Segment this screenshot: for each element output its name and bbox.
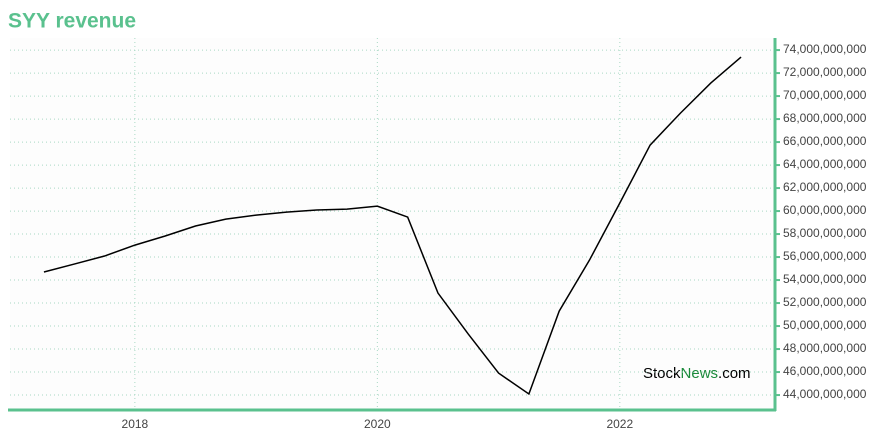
y-tick-label: 56,000,000,000 bbox=[783, 249, 867, 263]
plot-area bbox=[10, 38, 775, 410]
x-tick-label: 2020 bbox=[364, 417, 391, 431]
y-tick-label: 70,000,000,000 bbox=[783, 88, 867, 102]
y-tick-label: 60,000,000,000 bbox=[783, 203, 867, 217]
y-tick-label: 50,000,000,000 bbox=[783, 318, 867, 332]
y-tick-label: 74,000,000,000 bbox=[783, 42, 867, 56]
y-tick-label: 64,000,000,000 bbox=[783, 157, 867, 171]
y-tick-label: 46,000,000,000 bbox=[783, 364, 867, 378]
y-tick-label: 68,000,000,000 bbox=[783, 111, 867, 125]
x-tick-label: 2018 bbox=[122, 417, 149, 431]
line bbox=[43, 56, 742, 396]
chart-title: SYY revenue bbox=[8, 10, 136, 33]
y-tick-label: 54,000,000,000 bbox=[783, 272, 867, 286]
x-tick-label: 2022 bbox=[606, 417, 633, 431]
watermark: StockNews.com bbox=[643, 365, 751, 382]
y-tick-label: 66,000,000,000 bbox=[783, 134, 867, 148]
y-tick-label: 52,000,000,000 bbox=[783, 295, 867, 309]
y-tick-label: 72,000,000,000 bbox=[783, 65, 867, 79]
y-tick-label: 44,000,000,000 bbox=[783, 387, 867, 401]
y-tick-label: 48,000,000,000 bbox=[783, 341, 867, 355]
y-tick-label: 62,000,000,000 bbox=[783, 180, 867, 194]
y-tick-label: 58,000,000,000 bbox=[783, 226, 867, 240]
